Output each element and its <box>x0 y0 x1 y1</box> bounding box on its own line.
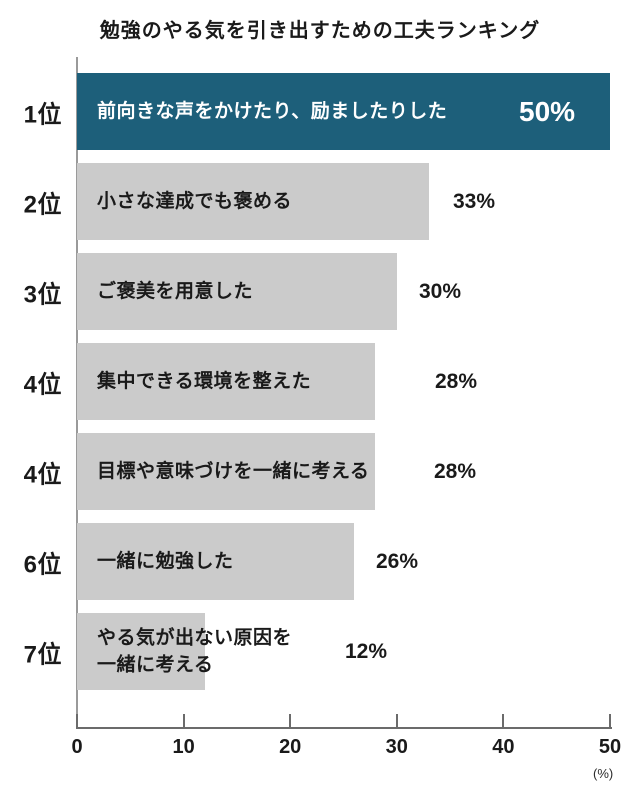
chart-title: 勉強のやる気を引き出すための工夫ランキング <box>99 20 541 42</box>
bar-row: 4位 集中できる環境を整えた 28% <box>0 343 640 420</box>
tick-mark <box>395 714 398 727</box>
bar-row: 3位 ご褒美を用意した 30% <box>0 253 640 330</box>
bar-category-label: 前向きな声をかけたり、励ましたりした <box>97 100 448 122</box>
tick-label: 40 <box>492 736 515 758</box>
bar-row: 4位 目標や意味づけを一緒に考える 28% <box>0 433 640 510</box>
bar-category-label: 小さな達成でも褒める <box>97 190 293 212</box>
rank-label: 3位 <box>23 281 62 308</box>
tick-label: 20 <box>279 736 302 758</box>
bar-category-label: ご褒美を用意した <box>97 280 254 302</box>
rank-label: 2位 <box>23 191 62 218</box>
value-label: 30% <box>419 279 462 303</box>
tick-label: 0 <box>71 736 83 758</box>
x-axis-line <box>76 727 612 729</box>
bar-row: 7位 やる気が出ない原因を 一緒に考える 12% <box>0 613 640 690</box>
rank-label: 4位 <box>23 371 62 398</box>
bar-category-label: 目標や意味づけを一緒に考える <box>97 460 370 482</box>
bar-row: 1位 前向きな声をかけたり、励ましたりした 50% <box>0 73 640 150</box>
value-label: 12% <box>345 639 388 663</box>
bar <box>77 163 429 240</box>
tick-mark <box>609 714 611 727</box>
tick-label: 10 <box>172 736 195 758</box>
value-label: 28% <box>434 459 477 483</box>
bar-category-label: やる気が出ない原因を 一緒に考える <box>97 626 293 676</box>
bar-category-label: 一緒に勉強した <box>97 550 234 572</box>
bar <box>77 343 375 420</box>
bar <box>77 613 205 690</box>
tick-mark <box>502 714 505 727</box>
rank-label: 4位 <box>23 461 62 488</box>
tick-mark <box>76 714 78 727</box>
tick-mark <box>289 714 292 727</box>
tick-mark <box>182 714 185 727</box>
tick-label: 30 <box>385 736 408 758</box>
rank-label: 7位 <box>23 641 62 668</box>
value-label: 26% <box>376 549 419 573</box>
value-label: 50% <box>519 95 576 127</box>
bar <box>77 253 397 330</box>
tick-label: 50 <box>598 736 622 758</box>
rank-label: 1位 <box>23 101 62 128</box>
bar-row: 6位 一緒に勉強した 26% <box>0 523 640 600</box>
rank-label: 6位 <box>23 551 62 578</box>
bar-row: 2位 小さな達成でも褒める 33% <box>0 163 640 240</box>
unit-label: (%) <box>593 766 614 781</box>
value-label: 33% <box>453 189 496 213</box>
value-label: 28% <box>435 369 478 393</box>
bar <box>77 523 354 600</box>
bar <box>77 433 375 510</box>
bar-highlight <box>77 73 610 150</box>
bar-category-label: 集中できる環境を整えた <box>97 370 312 392</box>
